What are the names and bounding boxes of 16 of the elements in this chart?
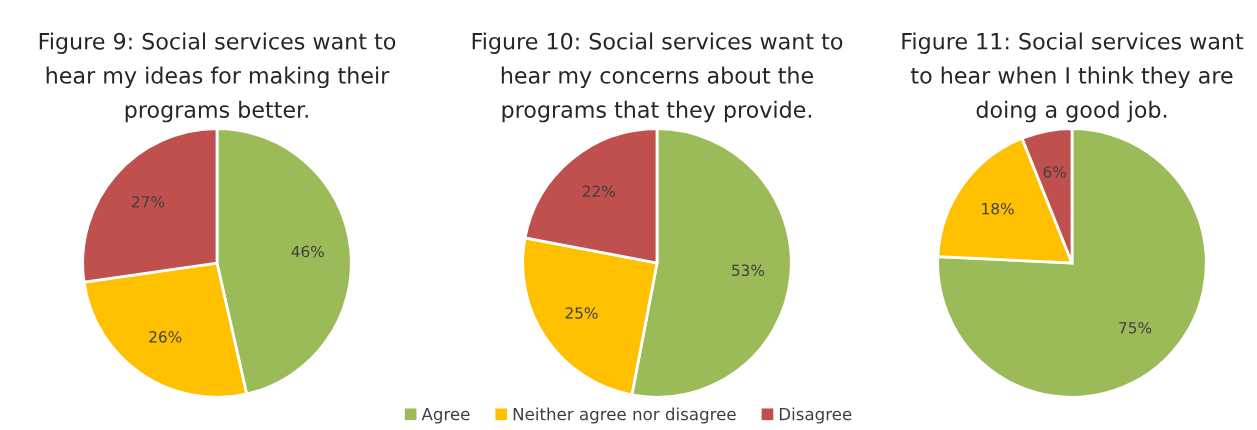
- data-label: 6%: [1043, 166, 1066, 178]
- data-label: 26%: [149, 331, 182, 343]
- data-label: 75%: [1119, 321, 1152, 334]
- legend-label: Disagree: [779, 407, 852, 424]
- legend-label: Agree: [421, 407, 470, 424]
- chart-title: Figure 9: Social services want to hear my ideas for making their programs better.: [39, 32, 396, 123]
- chart-title: Figure 10: Social services want to hear my concerns about the programs that they provide.: [472, 32, 843, 123]
- chart-title: Figure 11: Social services want to hear when I think they are doing a good job.: [902, 32, 1244, 123]
- data-label: 22%: [582, 185, 615, 198]
- data-label: 27%: [132, 196, 165, 208]
- data-label: 18%: [982, 202, 1014, 215]
- pie-slice: [936, 127, 1208, 399]
- data-label: 53%: [732, 264, 765, 277]
- legend-label: Neither agree nor disagree: [513, 407, 736, 424]
- data-label: 46%: [291, 245, 324, 258]
- data-label: 25%: [565, 307, 598, 319]
